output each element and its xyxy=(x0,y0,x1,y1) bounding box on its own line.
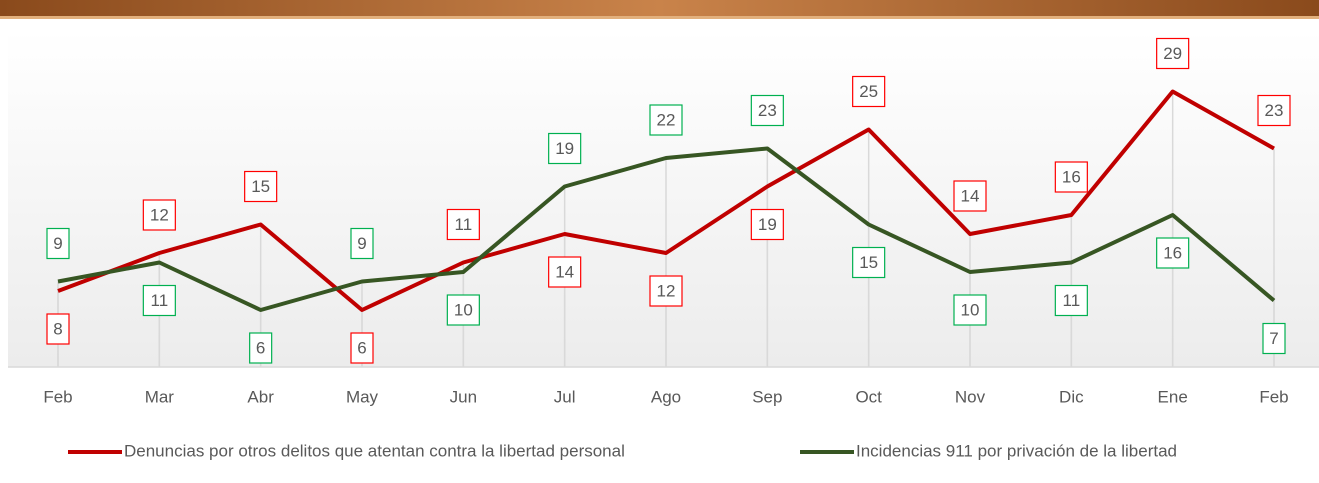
data-label-box xyxy=(750,208,784,241)
data-label-box xyxy=(46,227,70,260)
legend-label: Incidencias 911 por privación de la libe… xyxy=(856,441,1177,460)
data-label: 22 xyxy=(657,110,676,129)
data-label: 14 xyxy=(555,262,574,281)
data-label-box xyxy=(350,227,374,260)
data-label-box xyxy=(142,199,176,231)
x-tick-label: Abr xyxy=(247,387,274,406)
legend-label: Denuncias por otros delitos que atentan … xyxy=(124,441,625,460)
data-label-box xyxy=(1262,322,1286,355)
data-label-box xyxy=(1257,94,1291,127)
x-tick-label: Feb xyxy=(1259,387,1288,406)
data-label: 11 xyxy=(1063,291,1081,310)
data-label: 19 xyxy=(555,139,574,158)
data-label-box xyxy=(142,284,176,317)
data-label: 16 xyxy=(1163,243,1182,262)
data-label-box xyxy=(953,294,987,326)
data-label-box xyxy=(852,75,886,108)
x-tick-label: Jul xyxy=(554,387,576,406)
data-label: 23 xyxy=(758,101,777,120)
header-band xyxy=(0,0,1319,16)
data-label: 6 xyxy=(357,338,366,357)
data-label-box xyxy=(1156,237,1190,269)
data-label: 11 xyxy=(455,215,473,234)
data-label: 11 xyxy=(151,291,169,310)
data-label: 12 xyxy=(150,205,169,224)
data-label: 29 xyxy=(1163,44,1182,63)
plot-background xyxy=(8,30,1319,367)
data-label: 19 xyxy=(758,215,777,234)
data-label-box xyxy=(446,294,480,326)
x-tick-label: Jun xyxy=(450,387,477,406)
data-label: 8 xyxy=(53,319,62,338)
data-label: 14 xyxy=(961,186,980,205)
data-label-box xyxy=(649,275,683,307)
x-tick-label: Feb xyxy=(43,387,72,406)
data-label-box xyxy=(46,313,70,345)
data-label: 15 xyxy=(251,177,270,196)
data-label: 6 xyxy=(256,338,265,357)
data-label-box xyxy=(350,332,374,364)
data-label-box xyxy=(1054,284,1088,317)
data-label: 12 xyxy=(657,281,676,300)
data-label: 10 xyxy=(961,300,980,319)
data-label-box xyxy=(750,94,784,127)
data-label-box xyxy=(953,180,987,212)
x-tick-label: Ene xyxy=(1158,387,1188,406)
data-label: 16 xyxy=(1062,167,1081,186)
data-label-box xyxy=(1054,161,1088,193)
header-rule xyxy=(0,16,1319,19)
x-tick-label: Dic xyxy=(1059,387,1084,406)
data-label-box xyxy=(1156,37,1190,70)
data-label-box xyxy=(548,132,582,165)
data-label: 15 xyxy=(859,253,878,272)
x-tick-label: Nov xyxy=(955,387,986,406)
x-tick-label: Sep xyxy=(752,387,782,406)
data-label-box xyxy=(548,256,582,288)
data-label: 25 xyxy=(859,82,878,101)
data-label-box xyxy=(649,104,683,136)
x-tick-label: Mar xyxy=(145,387,175,406)
data-label: 9 xyxy=(53,234,62,253)
x-tick-label: Ago xyxy=(651,387,681,406)
series-line xyxy=(57,146,1276,312)
data-label: 9 xyxy=(357,234,366,253)
data-label: 10 xyxy=(454,300,473,319)
data-label: 23 xyxy=(1265,101,1284,120)
data-label: 7 xyxy=(1269,329,1278,348)
data-label-box xyxy=(244,170,278,203)
data-label-box xyxy=(446,208,480,241)
series-line xyxy=(57,89,1275,312)
data-label-box xyxy=(852,246,886,279)
x-tick-label: May xyxy=(346,387,379,406)
x-tick-label: Oct xyxy=(855,387,882,406)
data-label-box xyxy=(249,332,273,364)
